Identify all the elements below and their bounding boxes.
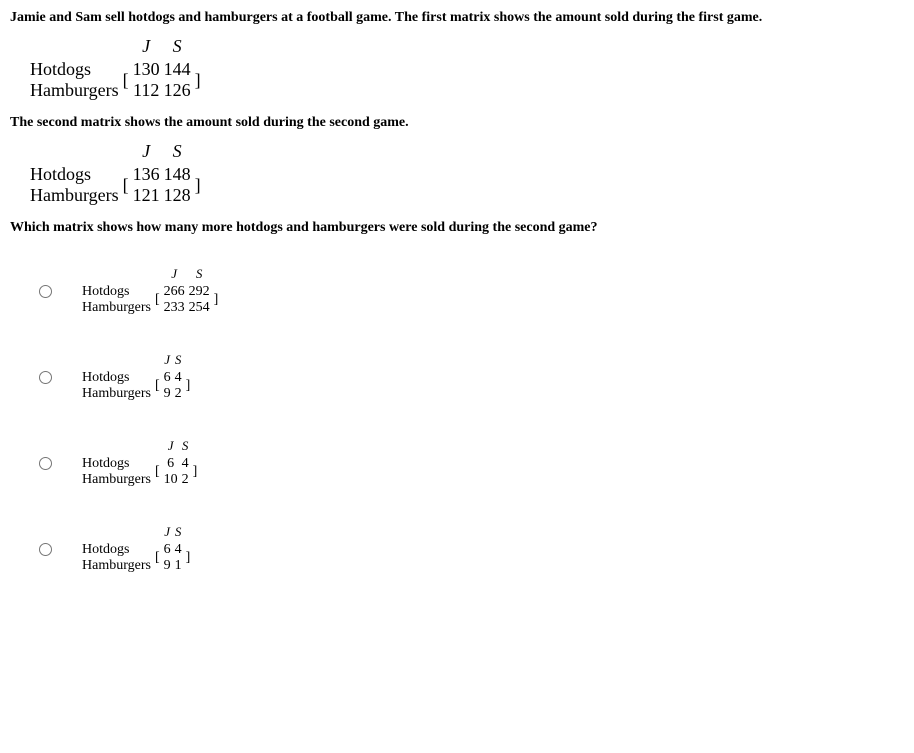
m1-hotdogs-s: 144 <box>162 59 193 80</box>
row-label-hotdogs: Hotdogs <box>80 542 153 558</box>
option-a-radio[interactable] <box>39 285 52 298</box>
opt-d-hb-s: 1 <box>173 558 184 574</box>
row-label-hamburgers: Hamburgers <box>80 386 153 402</box>
row-label-hotdogs: Hotdogs <box>80 284 153 300</box>
intro-text: Jamie and Sam sell hotdogs and hamburger… <box>10 10 904 26</box>
row-label-hamburgers: Hamburgers <box>28 80 121 101</box>
row-label-hotdogs: Hotdogs <box>80 370 153 386</box>
opt-c-hd-s: 4 <box>180 456 191 472</box>
opt-b-hd-s: 4 <box>173 370 184 386</box>
option-b: J S Hotdogs [ 6 4 ] Hamburgers 9 2 <box>34 352 904 402</box>
option-c-radio[interactable] <box>39 457 52 470</box>
col-header-j: J <box>162 524 173 542</box>
bracket-left: [ <box>153 370 162 402</box>
bracket-left: [ <box>153 284 162 316</box>
question-text: Which matrix shows how many more hotdogs… <box>10 220 904 236</box>
opt-c-hd-j: 6 <box>162 456 180 472</box>
bracket-right: ] <box>193 59 203 101</box>
col-header-j: J <box>131 36 162 59</box>
opt-a-hb-j: 233 <box>162 300 187 316</box>
answer-options: J S Hotdogs [ 266 292 ] Hamburgers 233 2… <box>10 266 904 574</box>
second-intro-text: The second matrix shows the amount sold … <box>10 115 904 131</box>
bracket-right: ] <box>184 370 193 402</box>
bracket-left: [ <box>153 456 162 488</box>
bracket-right: ] <box>193 164 203 206</box>
row-label-hotdogs: Hotdogs <box>28 164 121 185</box>
bracket-left: [ <box>121 59 131 101</box>
row-label-hamburgers: Hamburgers <box>80 558 153 574</box>
col-header-s: S <box>162 141 193 164</box>
bracket-right: ] <box>184 542 193 574</box>
m1-hotdogs-j: 130 <box>131 59 162 80</box>
col-header-s: S <box>173 352 184 370</box>
option-d: J S Hotdogs [ 6 4 ] Hamburgers 9 1 <box>34 524 904 574</box>
opt-c-hb-s: 2 <box>180 472 191 488</box>
opt-b-hb-s: 2 <box>173 386 184 402</box>
opt-d-hd-s: 4 <box>173 542 184 558</box>
col-header-j: J <box>162 438 180 456</box>
option-b-radio[interactable] <box>39 371 52 384</box>
option-a: J S Hotdogs [ 266 292 ] Hamburgers 233 2… <box>34 266 904 316</box>
row-label-hamburgers: Hamburgers <box>28 185 121 206</box>
col-header-j: J <box>162 266 187 284</box>
matrix-second-game: J S Hotdogs [ 136 148 ] Hamburgers 121 1… <box>28 141 904 206</box>
opt-a-hb-s: 254 <box>187 300 212 316</box>
col-header-s: S <box>162 36 193 59</box>
row-label-hamburgers: Hamburgers <box>80 472 153 488</box>
opt-d-hb-j: 9 <box>162 558 173 574</box>
col-header-j: J <box>162 352 173 370</box>
m1-hamburgers-j: 112 <box>131 80 162 101</box>
m1-hamburgers-s: 126 <box>162 80 193 101</box>
option-c: J S Hotdogs [ 6 4 ] Hamburgers 10 2 <box>34 438 904 488</box>
bracket-right: ] <box>212 284 221 316</box>
opt-a-hd-s: 292 <box>187 284 212 300</box>
matrix-first-game: J S Hotdogs [ 130 144 ] Hamburgers 112 1… <box>28 36 904 101</box>
opt-a-hd-j: 266 <box>162 284 187 300</box>
m2-hotdogs-j: 136 <box>131 164 162 185</box>
option-d-radio[interactable] <box>39 543 52 556</box>
col-header-s: S <box>180 438 191 456</box>
bracket-right: ] <box>191 456 200 488</box>
m2-hamburgers-j: 121 <box>131 185 162 206</box>
opt-c-hb-j: 10 <box>162 472 180 488</box>
row-label-hamburgers: Hamburgers <box>80 300 153 316</box>
bracket-left: [ <box>153 542 162 574</box>
col-header-s: S <box>187 266 212 284</box>
opt-b-hb-j: 9 <box>162 386 173 402</box>
opt-d-hd-j: 6 <box>162 542 173 558</box>
col-header-s: S <box>173 524 184 542</box>
col-header-j: J <box>131 141 162 164</box>
opt-b-hd-j: 6 <box>162 370 173 386</box>
row-label-hotdogs: Hotdogs <box>28 59 121 80</box>
row-label-hotdogs: Hotdogs <box>80 456 153 472</box>
m2-hamburgers-s: 128 <box>162 185 193 206</box>
m2-hotdogs-s: 148 <box>162 164 193 185</box>
bracket-left: [ <box>121 164 131 206</box>
